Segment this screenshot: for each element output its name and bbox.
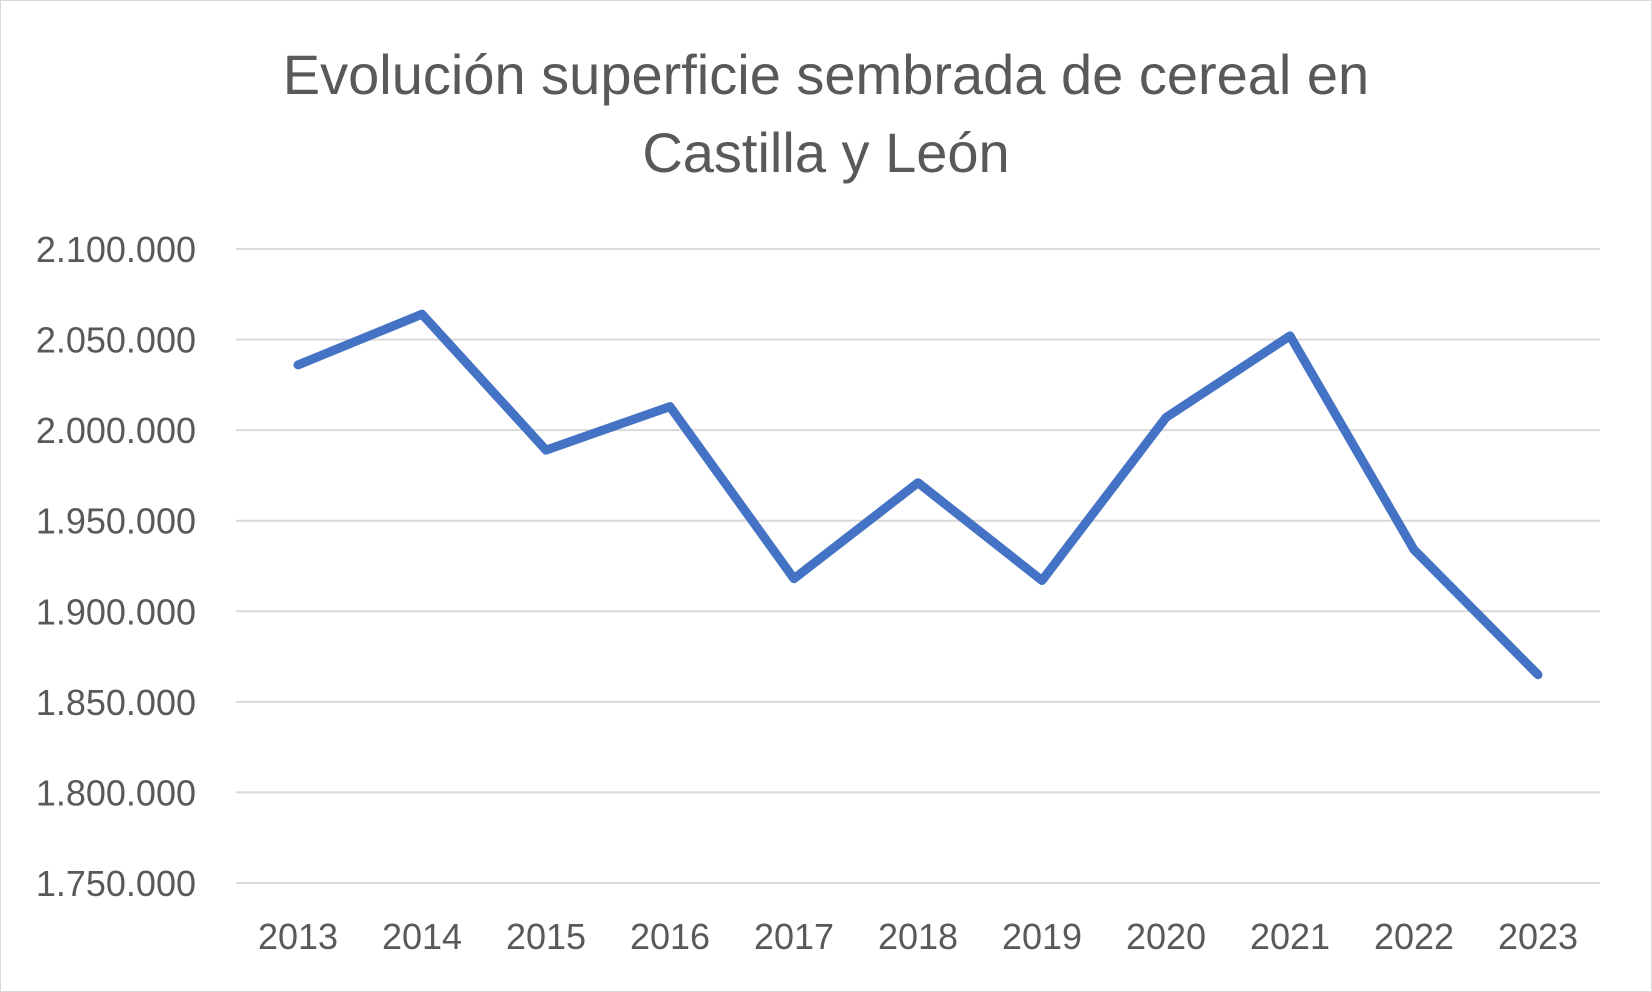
y-tick-label: 1.950.000 [36,501,196,542]
y-tick-label: 2.000.000 [36,410,196,451]
chart-title-line-2: Castilla y León [642,121,1010,184]
x-tick-label: 2022 [1374,916,1454,957]
chart-title: Evolución superficie sembrada de cereal … [0,36,1652,192]
y-tick-label: 1.900.000 [36,591,196,632]
y-tick-label: 1.850.000 [36,682,196,723]
x-tick-label: 2017 [754,916,834,957]
series-group [293,309,1543,680]
series-line [293,309,1543,680]
x-tick-label: 2013 [258,916,338,957]
x-axis-labels: 2013 2014 2015 2016 2017 2018 2019 2020 2021 2022… [258,916,1578,957]
x-tick-label: 2023 [1498,916,1578,957]
y-tick-label: 2.050.000 [36,320,196,361]
x-tick-label: 2020 [1126,916,1206,957]
x-tick-label: 2018 [878,916,958,957]
x-tick-label: 2021 [1250,916,1330,957]
x-tick-label: 2015 [506,916,586,957]
y-tick-label: 2.100.000 [36,229,196,270]
x-tick-label: 2019 [1002,916,1082,957]
y-axis-labels: 1.750.000 1.800.000 1.850.000 1.900.000 1.95… [36,229,196,904]
y-tick-label: 1.800.000 [36,772,196,813]
y-tick-label: 1.750.000 [36,863,196,904]
chart-title-line-1: Evolución superficie sembrada de cereal … [282,43,1370,106]
gridlines [236,248,1600,884]
x-tick-label: 2014 [382,916,462,957]
x-tick-label: 2016 [630,916,710,957]
